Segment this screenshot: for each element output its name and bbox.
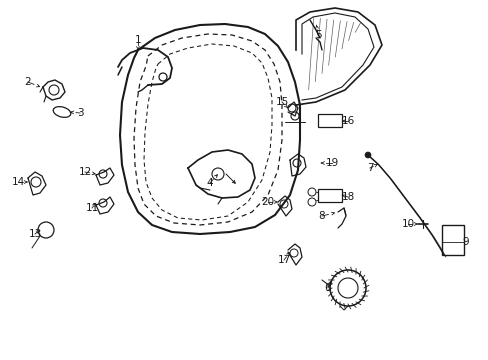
Circle shape	[364, 152, 370, 158]
Text: 7: 7	[366, 163, 372, 173]
Text: 10: 10	[401, 219, 414, 229]
Text: 12: 12	[78, 167, 91, 177]
Text: 11: 11	[85, 203, 99, 213]
Text: 17: 17	[277, 255, 290, 265]
Text: 3: 3	[77, 108, 83, 118]
Text: 19: 19	[325, 158, 338, 168]
Text: 14: 14	[11, 177, 24, 187]
Text: 6: 6	[324, 283, 331, 293]
Text: 2: 2	[24, 77, 31, 87]
Text: 18: 18	[341, 192, 354, 202]
Text: 13: 13	[28, 229, 41, 239]
Text: 16: 16	[341, 116, 354, 126]
Text: 4: 4	[206, 178, 213, 188]
Text: 15: 15	[275, 97, 288, 107]
Text: 8: 8	[318, 211, 325, 221]
Text: 5: 5	[314, 30, 321, 40]
Text: 9: 9	[462, 237, 468, 247]
Text: 20: 20	[261, 197, 274, 207]
Text: 1: 1	[134, 35, 141, 45]
